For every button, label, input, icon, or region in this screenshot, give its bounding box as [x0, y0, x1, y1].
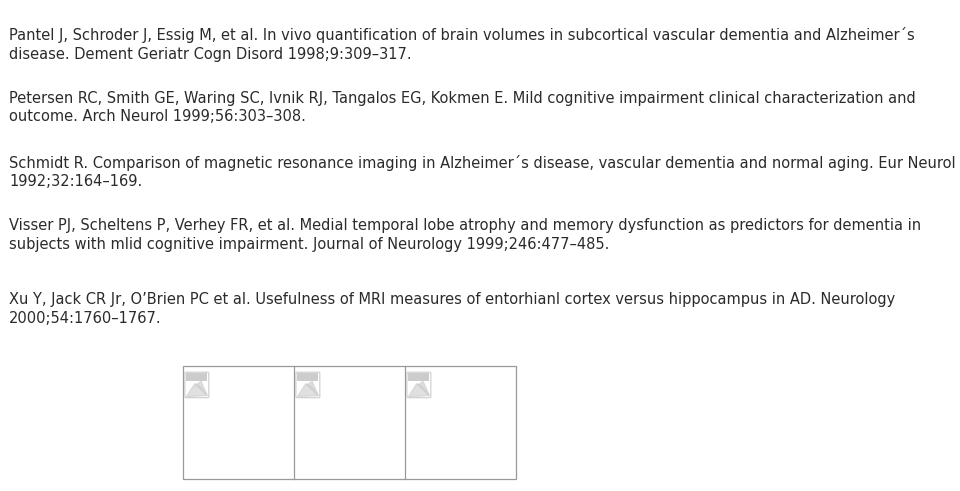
FancyBboxPatch shape — [296, 372, 320, 398]
Bar — [408, 373, 429, 382]
Text: Schmidt R. Comparison of magnetic resonance imaging in Alzheimer´s disease, vasc: Schmidt R. Comparison of magnetic resona… — [9, 155, 955, 189]
Bar — [186, 373, 207, 382]
Text: Visser PJ, Scheltens P, Verhey FR, et al. Medial temporal lobe atrophy and memor: Visser PJ, Scheltens P, Verhey FR, et al… — [9, 218, 921, 252]
Polygon shape — [408, 384, 429, 397]
Polygon shape — [418, 382, 429, 396]
Polygon shape — [307, 382, 319, 396]
Polygon shape — [186, 384, 207, 397]
Text: Xu Y, Jack CR Jr, OʼBrien PC et al. Usefulness of MRI measures of entorhianl cor: Xu Y, Jack CR Jr, OʼBrien PC et al. Usef… — [9, 292, 896, 326]
Text: Pantel J, Schroder J, Essig M, et al. In vivo quantification of brain volumes in: Pantel J, Schroder J, Essig M, et al. In… — [9, 27, 915, 61]
Bar — [298, 373, 319, 382]
Polygon shape — [196, 382, 207, 396]
Text: Petersen RC, Smith GE, Waring SC, Ivnik RJ, Tangalos EG, Kokmen E. Mild cognitiv: Petersen RC, Smith GE, Waring SC, Ivnik … — [9, 91, 916, 124]
Bar — [183, 366, 516, 479]
FancyBboxPatch shape — [407, 372, 431, 398]
FancyBboxPatch shape — [185, 372, 209, 398]
Polygon shape — [298, 384, 319, 397]
